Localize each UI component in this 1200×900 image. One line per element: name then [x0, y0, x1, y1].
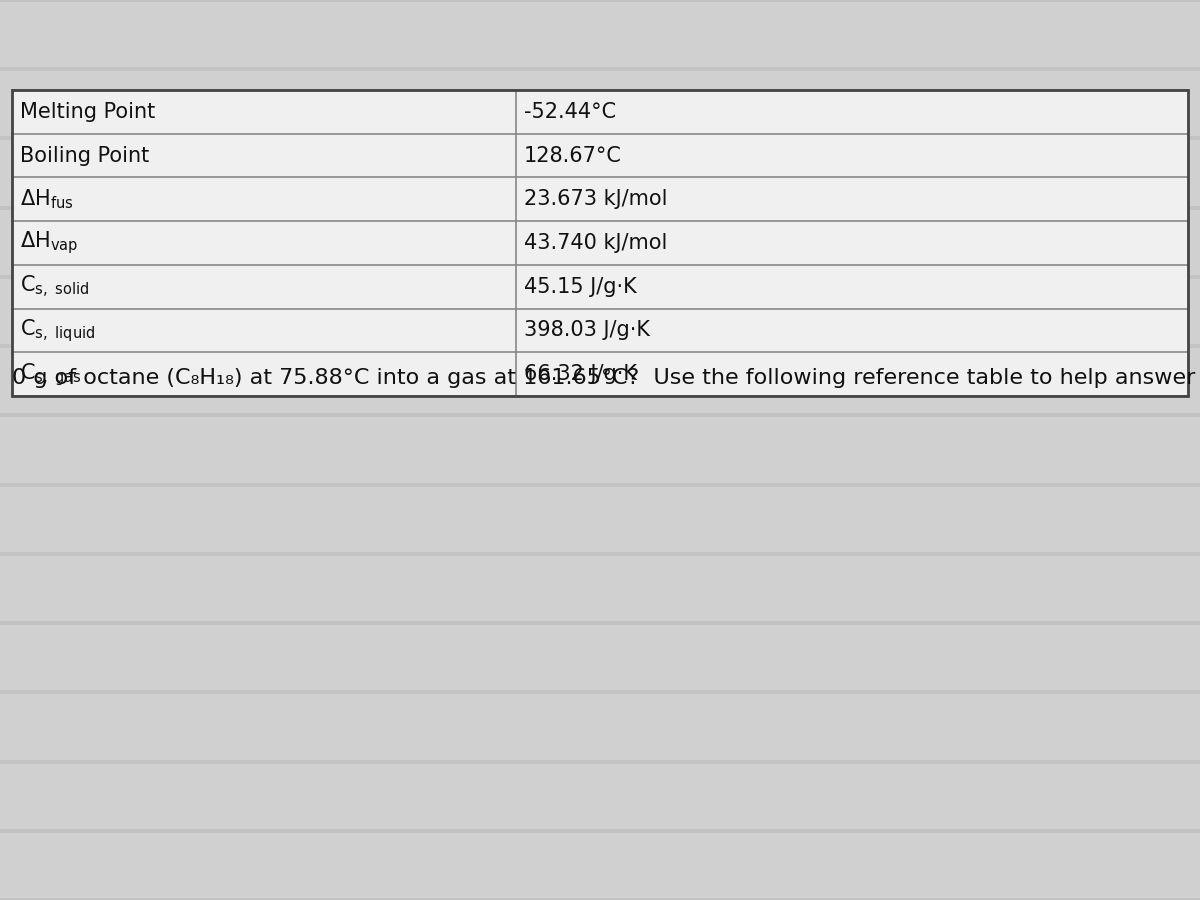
Text: ΔH$_\mathrm{vap}$: ΔH$_\mathrm{vap}$ [20, 230, 78, 256]
Bar [0, 898, 1200, 900]
Bar [0, 344, 1200, 348]
Text: Boiling Point: Boiling Point [20, 146, 149, 166]
Bar [0, 621, 1200, 626]
Text: 0 g of octane (C₈H₁₈) at 75.88°C into a gas at 161.65°C?  Use the following refe: 0 g of octane (C₈H₁₈) at 75.88°C into a … [12, 368, 1200, 388]
Text: C$_\mathrm{s,\ gas}$: C$_\mathrm{s,\ gas}$ [20, 361, 82, 388]
Text: 128.67°C: 128.67°C [524, 146, 622, 166]
Text: 23.673 kJ/mol: 23.673 kJ/mol [524, 189, 667, 210]
Bar [0, 482, 1200, 487]
Bar [0, 274, 1200, 279]
Bar [0, 690, 1200, 694]
Text: C$_\mathrm{s,\ solid}$: C$_\mathrm{s,\ solid}$ [20, 274, 89, 300]
Bar [0, 206, 1200, 210]
Text: C$_\mathrm{s,\ liquid}$: C$_\mathrm{s,\ liquid}$ [20, 317, 95, 344]
Text: 43.740 kJ/mol: 43.740 kJ/mol [524, 233, 667, 253]
Text: 45.15 J/g·K: 45.15 J/g·K [524, 276, 637, 297]
Bar [0, 552, 1200, 556]
Bar [0, 829, 1200, 833]
Text: -52.44°C: -52.44°C [524, 102, 616, 122]
Bar [0, 760, 1200, 763]
Bar [12, 90, 1188, 396]
Text: 398.03 J/g·K: 398.03 J/g·K [524, 320, 650, 340]
Text: Melting Point: Melting Point [20, 102, 155, 122]
Text: ΔH$_\mathrm{fus}$: ΔH$_\mathrm{fus}$ [20, 187, 73, 212]
Bar [0, 137, 1200, 140]
Bar [0, 0, 1200, 2]
Bar [0, 68, 1200, 71]
Bar [0, 413, 1200, 418]
Bar [12, 90, 1188, 396]
Text: 66.32 J/g·K: 66.32 J/g·K [524, 364, 637, 384]
